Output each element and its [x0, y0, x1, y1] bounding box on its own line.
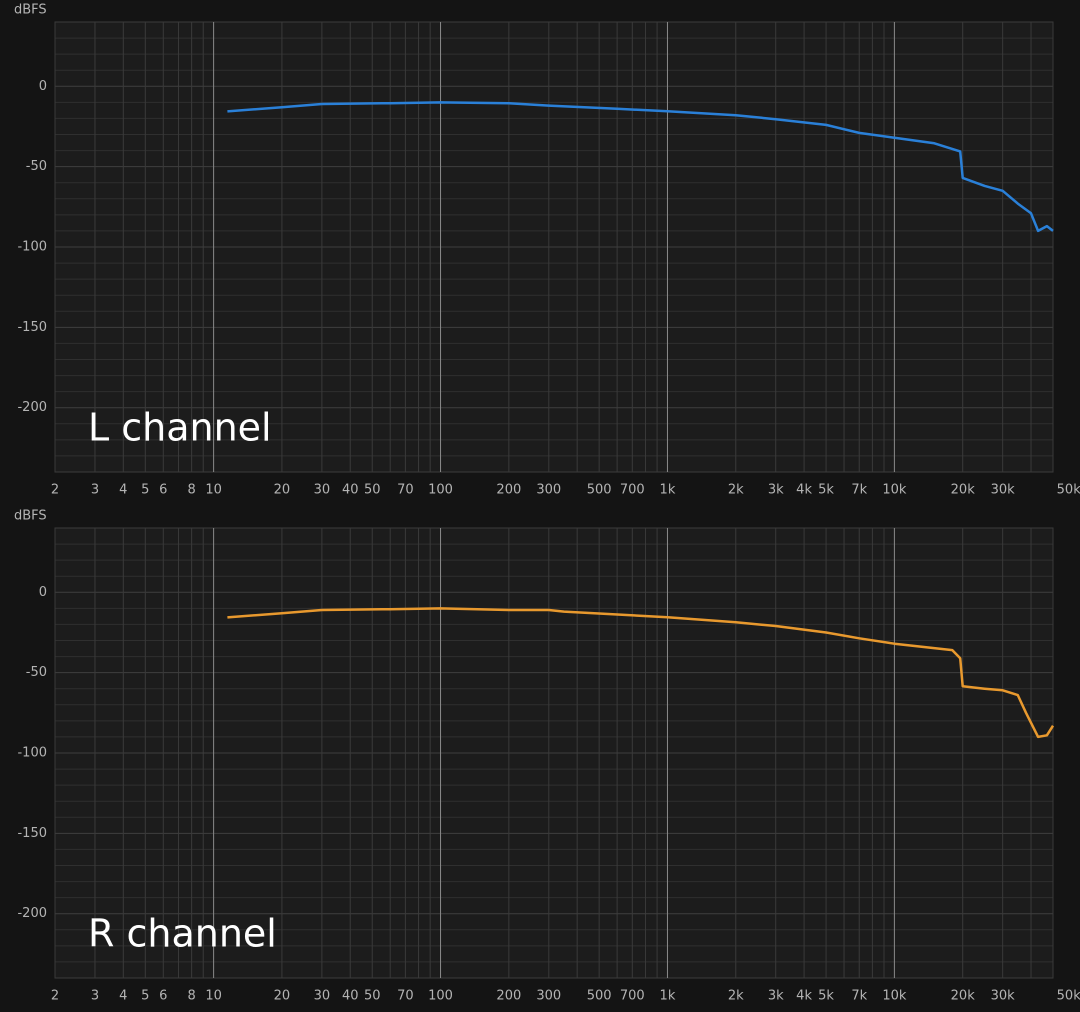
x-tick-label: 3	[91, 989, 99, 1004]
x-tick-label: 8	[187, 989, 195, 1004]
x-tick-label: 700	[620, 989, 645, 1004]
x-tick-label: 4	[119, 483, 127, 498]
y-tick-label: -100	[17, 746, 47, 761]
x-tick-label: 100	[428, 483, 453, 498]
x-tick-label: 50kHz	[1057, 989, 1080, 1004]
x-tick-label: 200	[496, 483, 521, 498]
x-tick-label: 100	[428, 989, 453, 1004]
x-tick-label: 40	[342, 989, 359, 1004]
y-tick-label: -200	[17, 400, 47, 415]
x-tick-label: 40	[342, 483, 359, 498]
x-tick-label: 5	[141, 483, 149, 498]
x-tick-label: 20k	[951, 989, 976, 1004]
x-tick-label: 20	[274, 989, 291, 1004]
x-tick-label: 50	[364, 989, 381, 1004]
y-tick-label: -150	[17, 320, 47, 335]
x-tick-label: 4k	[796, 483, 812, 498]
x-tick-label: 70	[397, 483, 414, 498]
x-tick-label: 4k	[796, 989, 812, 1004]
x-tick-label: 1k	[660, 483, 676, 498]
x-tick-label: 7k	[851, 989, 867, 1004]
y-tick-label: -50	[26, 159, 47, 174]
x-tick-label: 30	[314, 483, 331, 498]
channel-label: L channel	[88, 406, 272, 450]
x-tick-label: 6	[159, 989, 167, 1004]
x-tick-label: 300	[536, 483, 561, 498]
channel-label: R channel	[88, 912, 277, 956]
x-tick-label: 7k	[851, 483, 867, 498]
y-tick-label: -200	[17, 906, 47, 921]
x-tick-label: 50kHz	[1057, 483, 1080, 498]
y-tick-label: 0	[39, 79, 47, 94]
x-tick-label: 30	[314, 989, 331, 1004]
x-tick-label: 50	[364, 483, 381, 498]
x-tick-label: 1k	[660, 989, 676, 1004]
x-tick-label: 6	[159, 483, 167, 498]
x-tick-label: 5k	[818, 989, 834, 1004]
x-tick-label: 5	[141, 989, 149, 1004]
x-tick-label: 10k	[882, 989, 907, 1004]
x-tick-label: 500	[587, 483, 612, 498]
x-tick-label: 300	[536, 989, 561, 1004]
y-axis-label: dBFS	[14, 509, 47, 524]
x-tick-label: 200	[496, 989, 521, 1004]
x-tick-label: 3	[91, 483, 99, 498]
x-tick-label: 30k	[991, 989, 1016, 1004]
y-tick-label: -150	[17, 826, 47, 841]
x-tick-label: 3k	[768, 483, 784, 498]
y-tick-label: 0	[39, 585, 47, 600]
y-tick-label: -100	[17, 240, 47, 255]
x-tick-label: 2	[51, 483, 59, 498]
x-tick-label: 2k	[728, 989, 744, 1004]
x-tick-label: 700	[620, 483, 645, 498]
x-tick-label: 10	[205, 483, 222, 498]
line-series	[227, 607, 1055, 739]
x-tick-label: 5k	[818, 483, 834, 498]
line-series	[227, 101, 1054, 233]
x-tick-label: 10k	[882, 483, 907, 498]
y-tick-label: -50	[26, 665, 47, 680]
x-tick-label: 20	[274, 483, 291, 498]
x-tick-label: 2	[51, 989, 59, 1004]
x-tick-label: 2k	[728, 483, 744, 498]
x-tick-label: 8	[187, 483, 195, 498]
x-tick-label: 500	[587, 989, 612, 1004]
y-axis-label: dBFS	[14, 3, 47, 18]
x-tick-label: 10	[205, 989, 222, 1004]
x-tick-label: 70	[397, 989, 414, 1004]
x-tick-label: 20k	[951, 483, 976, 498]
x-tick-label: 4	[119, 989, 127, 1004]
x-tick-label: 3k	[768, 989, 784, 1004]
x-tick-label: 30k	[991, 483, 1016, 498]
